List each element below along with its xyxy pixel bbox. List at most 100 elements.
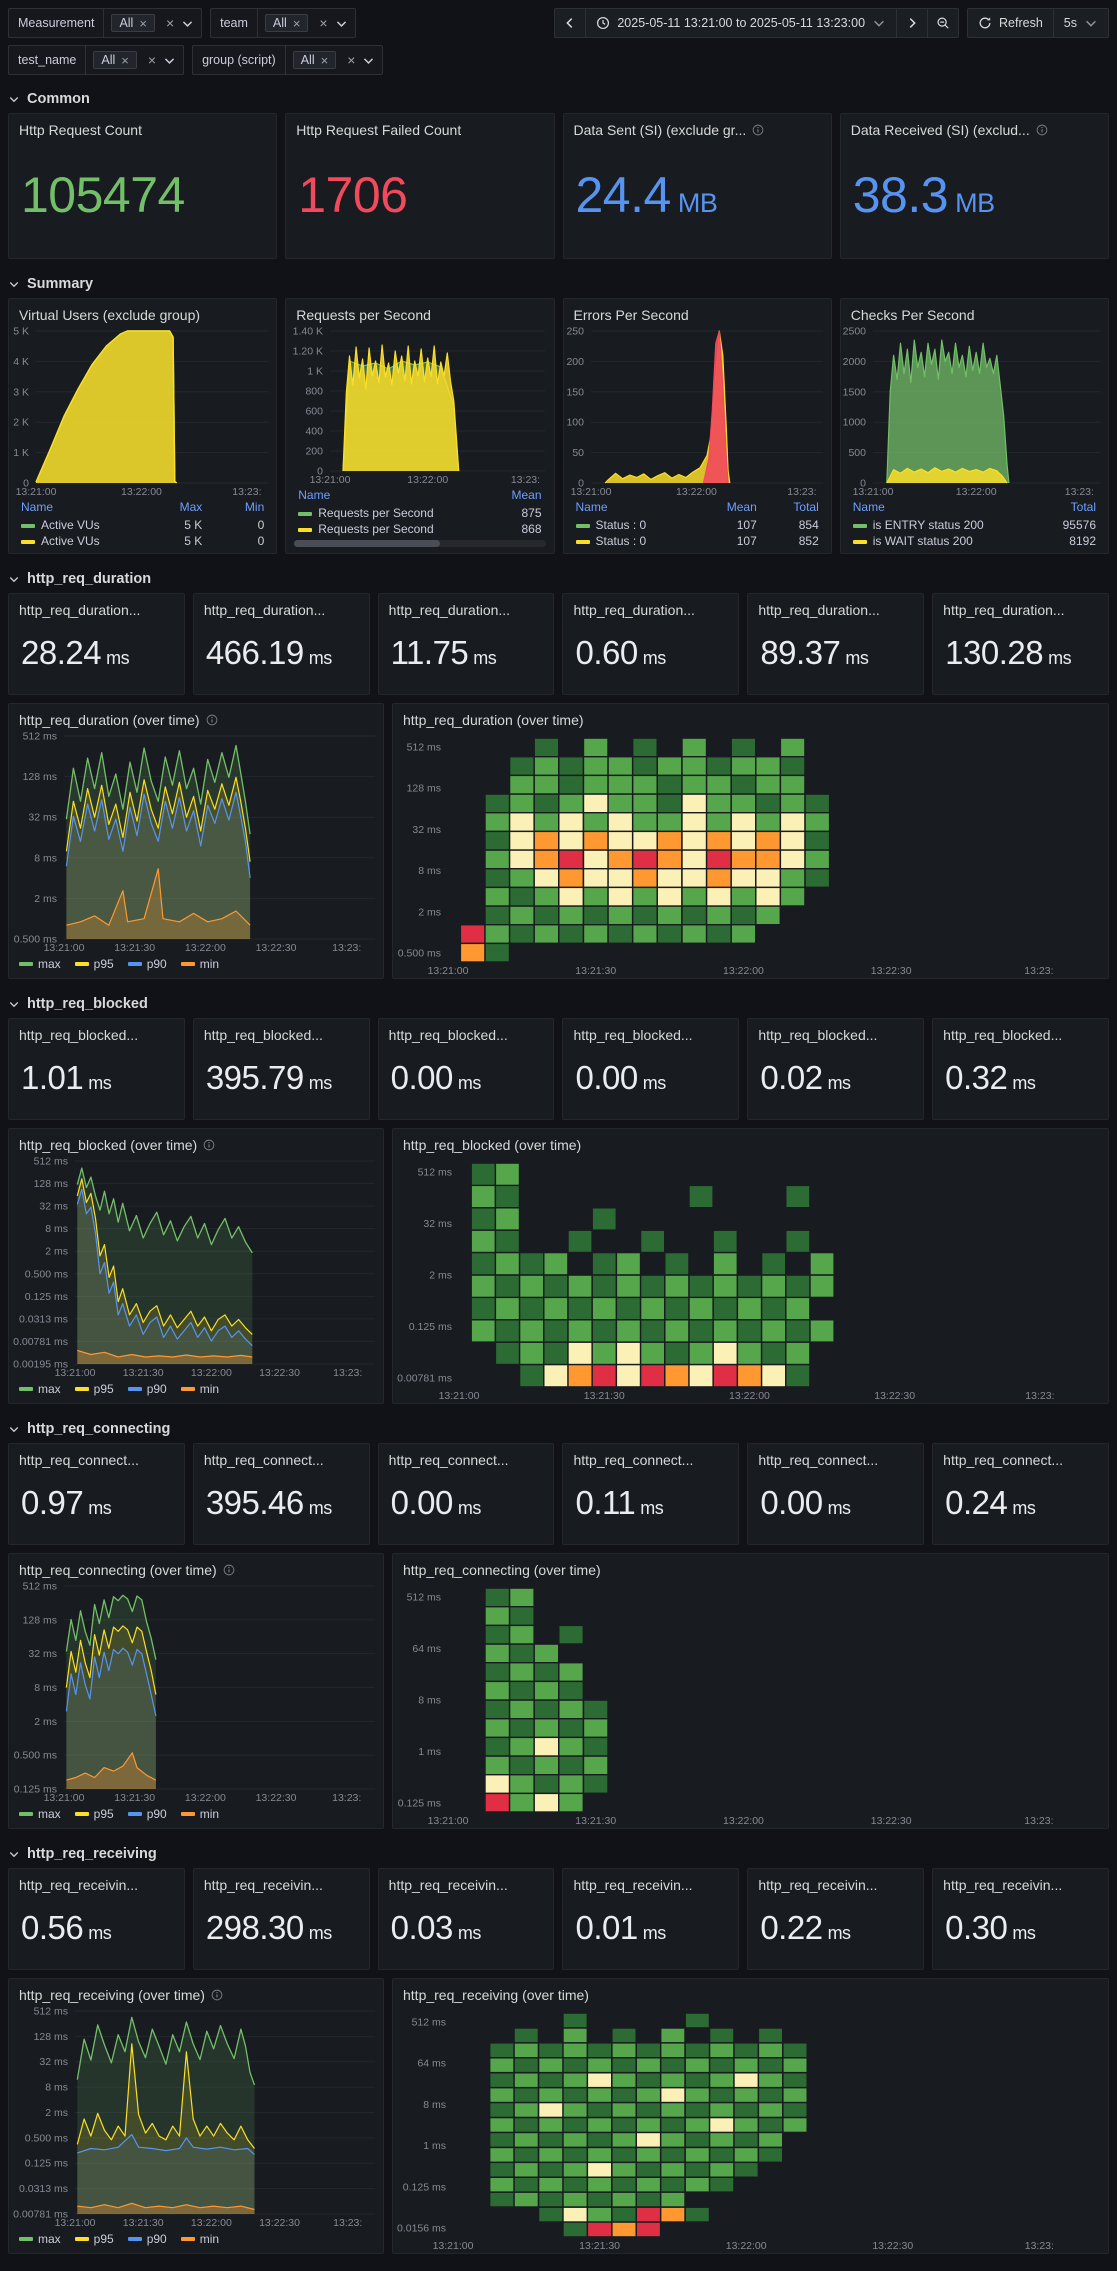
panel-title[interactable]: http_req_receivin... [758, 1876, 878, 1893]
panel-title[interactable]: http_req_duration (over time) [19, 711, 200, 728]
panel-title[interactable]: Data Received (SI) (exclud... [850, 121, 1030, 138]
chart-plot[interactable]: 512 ms 128 ms 32 ms 8 ms 2 ms 0.500 ms 0.125 m… [9, 1155, 383, 1380]
panel-title[interactable]: http_req_connect... [573, 1451, 694, 1468]
panel-title[interactable]: http_req_duration... [943, 601, 1065, 618]
panel-title[interactable]: http_req_blocked... [388, 1026, 508, 1043]
panel-title[interactable]: http_req_connect... [203, 1451, 324, 1468]
chart-plot[interactable]: 250 200 150 100 50 0 13:21:00 13:22:00 13:23: [564, 325, 831, 499]
clear-filter-icon[interactable]: × [347, 52, 356, 68]
legend-scrollbar[interactable] [294, 540, 546, 547]
legend-item-min[interactable]: min [180, 2232, 219, 2246]
filter-label[interactable]: group (script) [193, 46, 286, 74]
chart-plot[interactable]: 512 ms 128 ms 32 ms 8 ms 2 ms 0.500 ms 13:21:0… [393, 730, 1108, 978]
chart-canvas[interactable]: 512 ms 128 ms 32 ms 8 ms 2 ms 0.500 ms13:21:0… [9, 730, 383, 955]
legend-item-min[interactable]: min [180, 1382, 219, 1396]
legend-item-p95[interactable]: p95 [74, 1382, 114, 1396]
legend-item-max[interactable]: max [19, 2232, 61, 2246]
legend-item-max[interactable]: max [19, 957, 61, 971]
legend-item-min[interactable]: min [180, 1807, 219, 1821]
panel-title[interactable]: http_req_connecting (over time) [19, 1561, 217, 1578]
chart-plot[interactable]: 512 ms 128 ms 32 ms 8 ms 2 ms 0.500 ms 0.125 m… [9, 1580, 383, 1805]
panel-title[interactable]: http_req_connect... [943, 1451, 1064, 1468]
zoom-out-button[interactable] [927, 8, 960, 38]
clear-filter-icon[interactable]: × [147, 52, 157, 68]
filter-label[interactable]: team [211, 9, 258, 37]
legend-series-name[interactable]: is ENTRY status 200 [849, 517, 1038, 533]
info-icon[interactable] [1036, 124, 1048, 136]
chart-canvas[interactable]: 512 ms 32 ms 2 ms 0.125 ms 0.00781 ms 13:21:0… [393, 1155, 1108, 1403]
chart-plot[interactable]: 512 ms 128 ms 32 ms 8 ms 2 ms 0.500 ms 0.125 m… [9, 2005, 383, 2230]
panel-title[interactable]: http_req_blocked... [19, 1026, 139, 1043]
panel-title[interactable]: http_req_duration... [758, 601, 880, 618]
panel-title[interactable]: Http Request Failed Count [296, 121, 462, 138]
legend-col-max[interactable]: Max [179, 500, 203, 514]
legend-col-total[interactable]: Total [1070, 500, 1096, 514]
remove-value-icon[interactable]: × [121, 52, 129, 68]
info-icon[interactable] [223, 1564, 235, 1576]
legend-col-name[interactable]: Name [575, 500, 608, 514]
chart-canvas[interactable]: 1.40 K 1.20 K 1 K 800 600 400 200 013:21:00 13:2… [286, 325, 553, 487]
panel-title[interactable]: Data Sent (SI) (exclude gr... [573, 121, 747, 138]
legend-series-name[interactable]: is WAIT status 200 [849, 533, 1038, 549]
chart-plot[interactable]: 512 ms 128 ms 32 ms 8 ms 2 ms 0.500 ms 13:21:0… [9, 730, 383, 955]
time-shift-forward-button[interactable] [896, 8, 929, 38]
panel-title[interactable]: http_req_receivin... [573, 1876, 693, 1893]
chart-plot[interactable]: 512 ms 64 ms 8 ms 1 ms 0.125 ms 13:21:00 13:21… [393, 1580, 1108, 1828]
chevron-down-icon[interactable] [332, 17, 355, 30]
section-header-http-req-receiving[interactable]: http_req_receiving [0, 1837, 1117, 1868]
section-header-http-req-blocked[interactable]: http_req_blocked [0, 987, 1117, 1018]
remove-value-icon[interactable]: × [320, 52, 329, 68]
panel-title[interactable]: Http Request Count [19, 121, 142, 138]
clear-filter-icon[interactable]: × [165, 15, 175, 31]
section-header-http-req-connecting[interactable]: http_req_connecting [0, 1412, 1117, 1443]
legend-item-min[interactable]: min [180, 957, 219, 971]
filter-label[interactable]: test_name [9, 46, 87, 74]
panel-title[interactable]: http_req_receivin... [943, 1876, 1063, 1893]
panel-title[interactable]: http_req_receivin... [203, 1876, 323, 1893]
panel-title[interactable]: Errors Per Second [573, 306, 689, 323]
legend-item-p90[interactable]: p90 [127, 957, 167, 971]
legend-col-min[interactable]: Min [244, 500, 265, 514]
legend-series-name[interactable]: Requests per Second [294, 505, 483, 521]
panel-title[interactable]: http_req_duration... [19, 601, 141, 618]
legend-col-mean[interactable]: Mean [726, 500, 757, 514]
panel-title[interactable]: http_req_duration... [203, 601, 326, 618]
panel-title[interactable]: Virtual Users (exclude group) [19, 306, 201, 323]
filter-value[interactable]: All × [93, 51, 137, 69]
panel-title[interactable]: http_req_duration (over time) [403, 711, 584, 728]
section-header-common[interactable]: Common [0, 82, 1117, 113]
legend-col-mean[interactable]: Mean [511, 488, 542, 502]
panel-title[interactable]: http_req_blocked... [758, 1026, 878, 1043]
panel-title[interactable]: http_req_blocked... [203, 1026, 323, 1043]
panel-title[interactable]: http_req_blocked... [943, 1026, 1063, 1043]
legend-item-p90[interactable]: p90 [127, 1382, 167, 1396]
legend-item-p95[interactable]: p95 [74, 2232, 114, 2246]
legend-series-name[interactable]: Status : 0 [572, 533, 699, 549]
legend-item-p90[interactable]: p90 [127, 2232, 167, 2246]
info-icon[interactable] [211, 1989, 223, 2001]
clear-filter-icon[interactable]: × [319, 15, 328, 31]
panel-title[interactable]: http_req_receiving (over time) [403, 1986, 589, 2003]
chart-canvas[interactable]: 5 K 4 K 3 K 2 K 1 K 013:21:00 13:22:00 13:23: [9, 325, 276, 499]
scrollbar-thumb[interactable] [294, 540, 440, 547]
chevron-down-icon[interactable] [359, 54, 382, 67]
filter-value[interactable]: All × [264, 14, 309, 32]
legend-col-name[interactable]: Name [852, 500, 885, 514]
chart-canvas[interactable]: 512 ms 128 ms 32 ms 8 ms 2 ms 0.500 ms 0.125 m… [9, 1580, 383, 1805]
refresh-button[interactable]: Refresh [967, 8, 1054, 38]
info-icon[interactable] [206, 714, 218, 726]
chart-plot[interactable]: 512 ms 32 ms 2 ms 0.125 ms 0.00781 ms 13:21:0… [393, 1155, 1108, 1403]
panel-title[interactable]: http_req_connecting (over time) [403, 1561, 601, 1578]
refresh-interval-dropdown[interactable]: 5s [1052, 8, 1109, 38]
chart-canvas[interactable]: 2500 2000 1500 1000 500 013:21:00 13:22:00 13:2… [841, 325, 1108, 499]
panel-title[interactable]: http_req_blocked... [573, 1026, 693, 1043]
filter-value[interactable]: All × [111, 14, 155, 32]
chart-canvas[interactable]: 512 ms 128 ms 32 ms 8 ms 2 ms 0.500 ms 0.125 m… [9, 1155, 383, 1380]
legend-item-max[interactable]: max [19, 1382, 61, 1396]
panel-title[interactable]: http_req_connect... [388, 1451, 509, 1468]
legend-col-name[interactable]: Name [298, 488, 331, 502]
chart-canvas[interactable]: 250 200 150 100 50 013:21:00 13:22:00 13:23: [564, 325, 831, 499]
chart-canvas[interactable]: 512 ms 128 ms 32 ms 8 ms 2 ms 0.500 ms 0.125 m… [9, 2005, 383, 2230]
filter-value[interactable]: All × [292, 51, 337, 69]
panel-title[interactable]: Requests per Second [296, 306, 431, 323]
